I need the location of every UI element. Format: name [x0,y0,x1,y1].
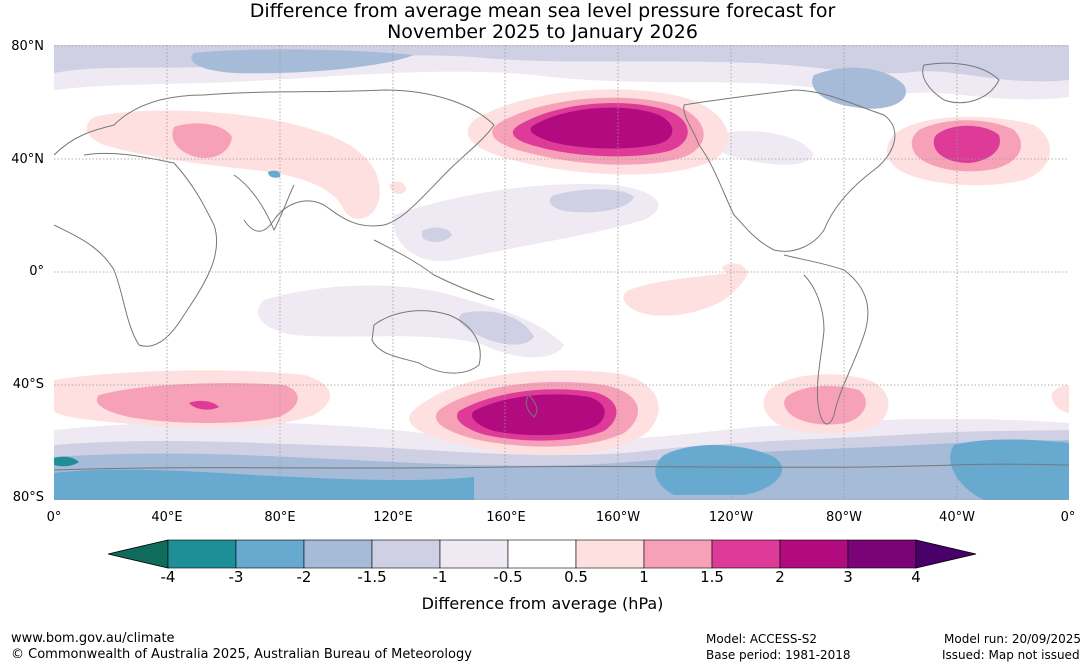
colorbar-tick-label: 2 [775,568,785,586]
copyright-text: © Commonwealth of Australia 2025, Austra… [11,647,472,662]
colorbar-extend-max [915,539,977,569]
southern-negative-band [54,418,1069,500]
colorbar-tick-label: -1 [432,568,448,586]
colorbar-bin [507,539,577,569]
south-pacific-high [409,370,659,456]
colorbar-tick-label: 1.5 [700,568,724,586]
map-title-line-1: Difference from average mean sea level p… [249,0,836,22]
lon-label-160e: 160°E [486,510,526,525]
north-pacific-high [467,89,729,175]
lon-label-160w: 160°W [595,510,641,525]
south-indian-high [54,370,331,428]
model-text: Model: ACCESS-S2 [706,632,818,646]
north-atlantic-high [887,116,1051,186]
model-run-text: Model run: 20/09/2025 [944,632,1082,646]
colorbar-tick-label: 4 [911,568,921,586]
lat-label-80s: 80°S [12,490,44,505]
lat-label-40s: 40°S [12,377,44,392]
arctic-negative-band [54,45,1069,109]
colorbar-bin [167,539,237,569]
base-period-text: Base period: 1981-2018 [706,648,851,662]
lat-label-40n: 40°N [11,152,44,167]
colorbar-tick-label: -1.5 [357,568,387,586]
colorbar-bin [371,539,441,569]
colorbar [108,539,977,569]
colorbar-tick-label: -2 [296,568,312,586]
colorbar-bin [575,539,645,569]
eurasia-positive [86,110,406,219]
colorbar-title: Difference from average (hPa) [421,594,664,613]
lon-label-120e: 120°E [373,510,413,525]
website-text: www.bom.gov.au/climate [11,631,175,646]
colorbar-bin [303,539,373,569]
south-atlantic-positive [763,374,1069,434]
lon-label-80w: 80°W [826,510,862,525]
colorbar-bin [643,539,713,569]
lon-label-120w: 120°W [708,510,754,525]
colorbar-tick-label: 1 [639,568,649,586]
pressure-anomaly-map [54,45,1069,500]
colorbar-bin [779,539,849,569]
colorbar-bin [847,539,917,569]
colorbar-tick-label: 3 [843,568,853,586]
graticule [54,45,1069,500]
colorbar-tick-label: -4 [160,568,176,586]
lon-label-0-end: 0° [1060,510,1076,525]
tropical-negative-regions [258,131,814,358]
east-pacific-positive [623,263,748,316]
himalaya-negative-spot [268,170,281,178]
issued-text: Issued: Map not issued [942,648,1080,662]
lon-label-0: 0° [46,510,62,525]
lon-label-40w: 40°W [939,510,975,525]
lon-label-80e: 80°E [264,510,296,525]
map-title-line-2: November 2025 to January 2026 [387,21,698,43]
colorbar-bin [711,539,781,569]
colorbar-tick-label: -3 [228,568,244,586]
colorbar-bin [439,539,509,569]
colorbar-tick-label: 0.5 [564,568,588,586]
colorbar-extend-min [108,539,169,569]
lon-label-40e: 40°E [151,510,183,525]
colorbar-tick-label: -0.5 [493,568,523,586]
lat-label-0: 0° [29,264,44,279]
lat-label-80n: 80°N [11,39,44,54]
colorbar-bin [235,539,305,569]
